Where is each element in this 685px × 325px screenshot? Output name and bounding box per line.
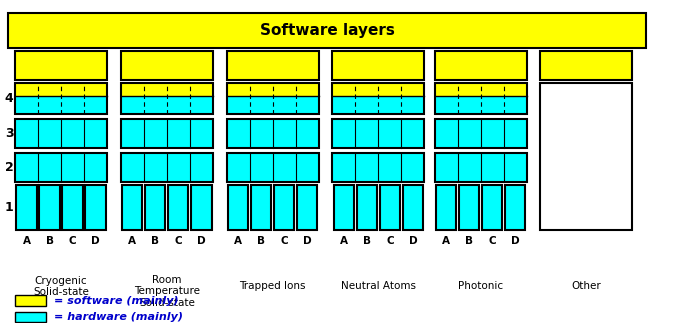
FancyBboxPatch shape: [15, 84, 107, 96]
FancyBboxPatch shape: [62, 185, 83, 230]
FancyBboxPatch shape: [15, 153, 107, 182]
FancyBboxPatch shape: [15, 96, 107, 114]
FancyBboxPatch shape: [16, 185, 37, 230]
Text: Software layers: Software layers: [260, 23, 395, 38]
FancyBboxPatch shape: [121, 153, 213, 182]
FancyBboxPatch shape: [121, 51, 213, 80]
Text: C: C: [488, 236, 496, 246]
Text: Neutral Atoms: Neutral Atoms: [341, 281, 416, 291]
FancyBboxPatch shape: [191, 185, 212, 230]
Text: 3: 3: [5, 127, 14, 140]
FancyBboxPatch shape: [227, 119, 319, 148]
Text: C: C: [386, 236, 394, 246]
Text: Other: Other: [571, 281, 601, 291]
Text: C: C: [68, 236, 77, 246]
FancyBboxPatch shape: [434, 84, 527, 96]
Text: B: B: [465, 236, 473, 246]
FancyBboxPatch shape: [121, 119, 213, 148]
FancyBboxPatch shape: [332, 51, 425, 80]
FancyBboxPatch shape: [274, 185, 295, 230]
Text: D: D: [511, 236, 519, 246]
FancyBboxPatch shape: [434, 153, 527, 182]
FancyBboxPatch shape: [15, 51, 107, 80]
FancyBboxPatch shape: [15, 295, 46, 306]
FancyBboxPatch shape: [228, 185, 248, 230]
Text: B: B: [151, 236, 160, 246]
FancyBboxPatch shape: [434, 51, 527, 80]
Text: A: A: [234, 236, 242, 246]
FancyBboxPatch shape: [434, 119, 527, 148]
FancyBboxPatch shape: [227, 96, 319, 114]
Text: D: D: [91, 236, 100, 246]
FancyBboxPatch shape: [15, 312, 46, 322]
FancyBboxPatch shape: [227, 153, 319, 182]
FancyBboxPatch shape: [540, 51, 632, 80]
FancyBboxPatch shape: [122, 185, 142, 230]
FancyBboxPatch shape: [145, 185, 166, 230]
FancyBboxPatch shape: [540, 84, 632, 230]
Text: = software (mainly): = software (mainly): [54, 295, 179, 306]
FancyBboxPatch shape: [86, 185, 105, 230]
Text: D: D: [408, 236, 417, 246]
Text: 4: 4: [5, 92, 14, 105]
Text: D: D: [303, 236, 312, 246]
FancyBboxPatch shape: [459, 185, 480, 230]
Text: D: D: [197, 236, 205, 246]
FancyBboxPatch shape: [227, 51, 319, 80]
FancyBboxPatch shape: [334, 185, 354, 230]
Text: A: A: [128, 236, 136, 246]
FancyBboxPatch shape: [436, 185, 456, 230]
Text: 2: 2: [5, 161, 14, 174]
FancyBboxPatch shape: [357, 185, 377, 230]
Text: A: A: [340, 236, 348, 246]
FancyBboxPatch shape: [482, 185, 502, 230]
FancyBboxPatch shape: [251, 185, 271, 230]
FancyBboxPatch shape: [332, 84, 425, 96]
Text: Photonic: Photonic: [458, 281, 503, 291]
FancyBboxPatch shape: [379, 185, 400, 230]
FancyBboxPatch shape: [505, 185, 525, 230]
Text: B: B: [363, 236, 371, 246]
FancyBboxPatch shape: [121, 84, 213, 96]
FancyBboxPatch shape: [121, 96, 213, 114]
FancyBboxPatch shape: [15, 119, 107, 148]
FancyBboxPatch shape: [169, 185, 188, 230]
FancyBboxPatch shape: [332, 153, 425, 182]
Text: B: B: [257, 236, 265, 246]
Text: Trapped Ions: Trapped Ions: [239, 281, 306, 291]
FancyBboxPatch shape: [332, 119, 425, 148]
Text: A: A: [442, 236, 450, 246]
FancyBboxPatch shape: [227, 84, 319, 96]
Text: Cryogenic
Solid-state: Cryogenic Solid-state: [33, 276, 89, 297]
Text: Room
Temperature
Solid-state: Room Temperature Solid-state: [134, 275, 200, 308]
FancyBboxPatch shape: [434, 96, 527, 114]
Text: B: B: [46, 236, 53, 246]
Text: A: A: [23, 236, 31, 246]
FancyBboxPatch shape: [8, 13, 646, 48]
Text: C: C: [175, 236, 182, 246]
Text: C: C: [280, 236, 288, 246]
Text: = hardware (mainly): = hardware (mainly): [54, 312, 183, 322]
FancyBboxPatch shape: [297, 185, 317, 230]
FancyBboxPatch shape: [332, 96, 425, 114]
Text: 1: 1: [5, 201, 14, 214]
FancyBboxPatch shape: [403, 185, 423, 230]
FancyBboxPatch shape: [40, 185, 60, 230]
